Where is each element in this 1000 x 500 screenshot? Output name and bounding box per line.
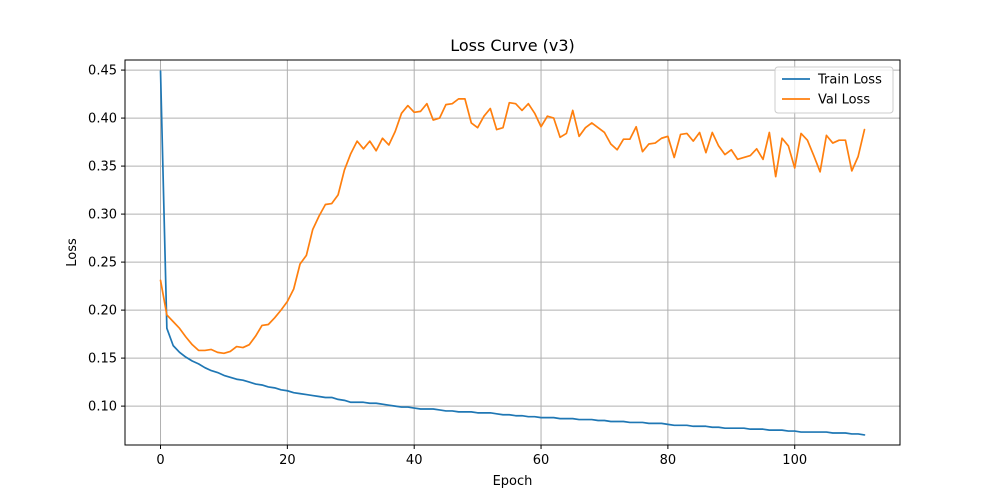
series-line-val-loss bbox=[159, 98, 866, 355]
y-tick-label: 0.30 bbox=[88, 208, 117, 223]
x-tick-label: 40 bbox=[406, 453, 423, 468]
legend: Train Loss Val Loss bbox=[774, 66, 894, 114]
y-axis-label: Loss bbox=[65, 238, 80, 267]
legend-label-val-loss: Val Loss bbox=[818, 93, 870, 108]
y-tick-label: 0.20 bbox=[88, 304, 117, 319]
series-line-train-loss bbox=[159, 70, 866, 436]
tick-layer: 0 20 40 60 80 100 0.10 0.15 0.20 0.25 0.30 0.35 0.40… bbox=[88, 64, 807, 468]
x-axis-label: Epoch bbox=[493, 474, 533, 489]
grid-layer bbox=[125, 60, 900, 445]
y-tick-label: 0.15 bbox=[88, 352, 117, 367]
x-tick-label: 100 bbox=[782, 453, 807, 468]
y-tick-label: 0.25 bbox=[88, 256, 117, 271]
x-tick-label: 60 bbox=[533, 453, 550, 468]
chart-title: Loss Curve (v3) bbox=[450, 36, 575, 55]
legend-label-train-loss: Train Loss bbox=[817, 73, 882, 88]
plot-area-frame bbox=[124, 59, 901, 446]
x-tick-label: 80 bbox=[660, 453, 677, 468]
y-tick-label: 0.10 bbox=[88, 400, 117, 415]
y-tick-label: 0.35 bbox=[88, 160, 117, 175]
x-tick-label: 20 bbox=[279, 453, 296, 468]
y-tick-label: 0.40 bbox=[88, 112, 117, 127]
series-layer bbox=[159, 70, 866, 436]
x-tick-label: 0 bbox=[156, 453, 164, 468]
y-tick-label: 0.45 bbox=[88, 64, 117, 79]
